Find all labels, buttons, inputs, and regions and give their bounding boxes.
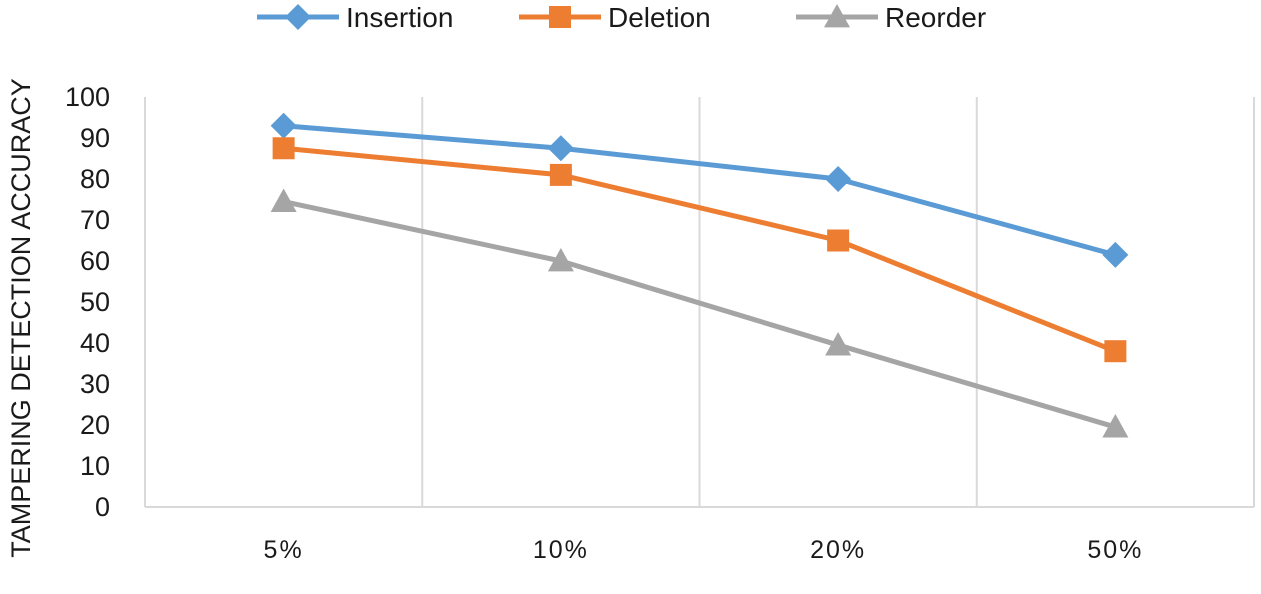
y-tick-labels: 0 10 20 30 40 50 60 70 80 90 100: [65, 82, 110, 522]
y-tick-label: 10: [80, 451, 110, 481]
data-point: [1104, 340, 1127, 363]
legend-item: Insertion: [257, 2, 453, 33]
legend-label: Insertion: [346, 2, 453, 33]
data-point: [549, 6, 571, 28]
y-tick-label: 100: [65, 82, 110, 112]
legend: Insertion Deletion Reorder: [257, 2, 986, 33]
x-tick-label: 20%: [810, 536, 866, 564]
series-reorder: [270, 188, 1129, 438]
series-deletion: [272, 137, 1127, 363]
data-point: [285, 4, 311, 30]
y-tick-label: 60: [80, 246, 110, 276]
series-line: [283, 199, 1117, 430]
data-point: [549, 163, 572, 186]
legend-item: Reorder: [796, 2, 986, 33]
x-tick-labels: 5% 10% 20% 50%: [264, 536, 1143, 564]
legend-label: Deletion: [608, 2, 711, 33]
y-tick-label: 50: [80, 287, 110, 317]
legend-label: Reorder: [885, 2, 986, 33]
data-point: [825, 166, 852, 192]
x-tick-label: 50%: [1087, 536, 1143, 564]
y-tick-label: 90: [80, 123, 110, 153]
data-point: [272, 137, 295, 160]
data-point: [270, 188, 297, 212]
x-tick-label: 10%: [533, 536, 589, 564]
legend-item: Deletion: [519, 2, 711, 33]
y-tick-label: 70: [80, 205, 110, 235]
y-tick-label: 40: [80, 328, 110, 358]
data-point: [824, 4, 850, 28]
y-tick-label: 30: [80, 369, 110, 399]
data-point: [547, 248, 574, 272]
series-lines: [270, 112, 1129, 438]
y-tick-label: 20: [80, 410, 110, 440]
series-insertion: [270, 112, 1129, 268]
series-line: [283, 145, 1117, 354]
y-axis-title: TAMPERING DETECTION ACCURACY: [6, 78, 36, 558]
series-line: [283, 123, 1117, 258]
data-point: [1102, 414, 1129, 438]
x-tick-label: 5%: [264, 536, 304, 564]
y-tick-label: 0: [95, 492, 110, 522]
data-point: [270, 112, 297, 139]
data-point: [547, 135, 574, 162]
data-point: [1102, 241, 1129, 268]
y-tick-label: 80: [80, 164, 110, 194]
data-point: [827, 229, 850, 252]
data-point: [825, 332, 852, 356]
